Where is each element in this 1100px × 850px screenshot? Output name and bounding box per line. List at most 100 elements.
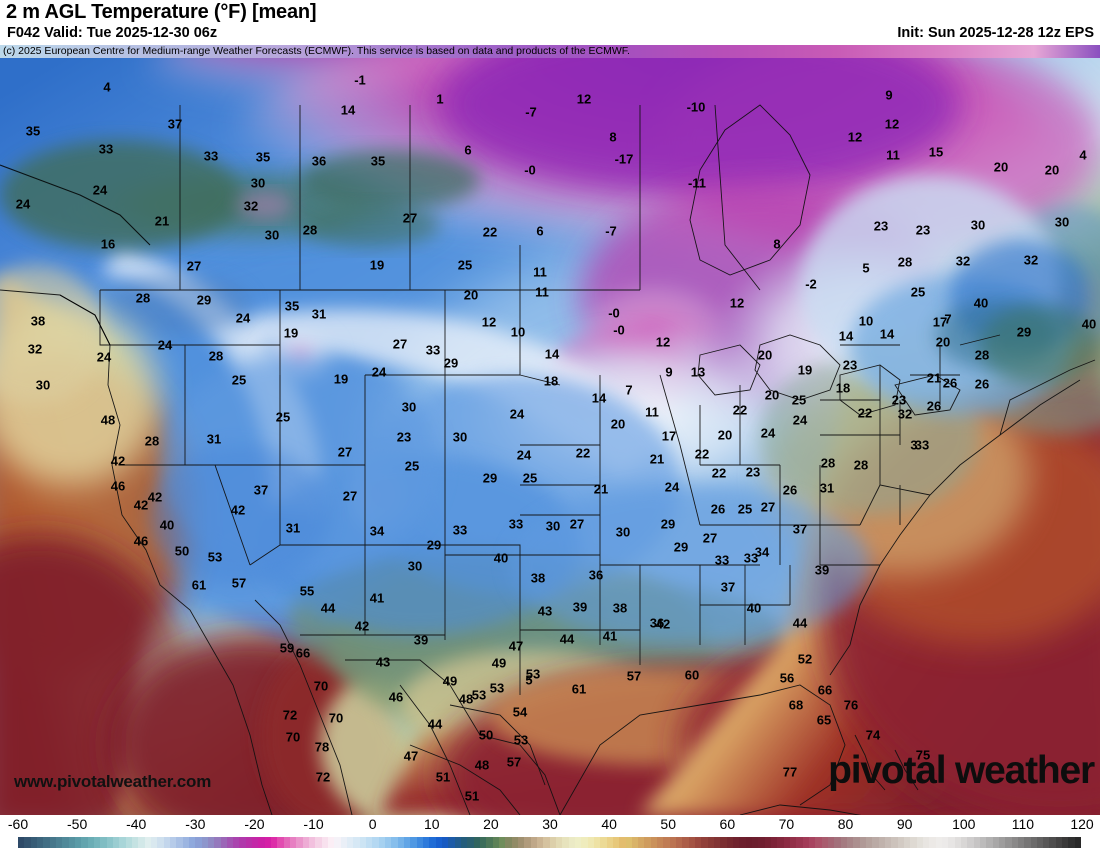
colorbar-swatch — [144, 837, 151, 848]
colorbar-swatch — [809, 837, 816, 848]
colorbar-swatch — [1043, 837, 1050, 848]
colorbar-tick-label: 80 — [837, 816, 854, 832]
colorbar-swatch — [1055, 837, 1063, 848]
colorbar-swatch — [802, 837, 810, 848]
colorbar-swatch — [479, 837, 487, 848]
political-borders — [59, 104, 1096, 815]
colorbar-swatch — [536, 837, 544, 848]
colorbar-swatch — [106, 837, 113, 848]
colorbar-swatch — [264, 837, 272, 848]
colorbar-swatch — [695, 837, 702, 848]
colorbar-swatch — [758, 837, 765, 848]
colorbar-swatch — [24, 837, 31, 848]
colorbar-swatch — [188, 837, 196, 848]
colorbar-swatch — [353, 837, 360, 848]
colorbar-swatch — [960, 837, 968, 848]
colorbar-swatch — [619, 837, 626, 848]
colorbar-swatch — [891, 837, 898, 848]
colorbar-swatch — [486, 837, 493, 848]
colorbar-swatch — [1030, 837, 1037, 848]
colorbar-swatch — [448, 837, 455, 848]
colorbar-tick-label: 20 — [483, 816, 499, 832]
colorbar-swatch — [764, 837, 772, 848]
colorbar-swatch — [347, 837, 354, 848]
colorbar-swatch — [587, 837, 594, 848]
colorbar-swatch — [321, 837, 329, 848]
colorbar-swatch — [492, 837, 499, 848]
colorbar-swatch — [252, 837, 259, 848]
colorbar-tick-label: 10 — [423, 816, 440, 832]
colorbar-swatch — [93, 837, 101, 848]
colorbar-swatch — [429, 837, 436, 848]
colorbar-tick-label: 110 — [1011, 816, 1035, 832]
colorbar-swatch — [366, 837, 373, 848]
colorbar-swatch — [878, 837, 885, 848]
page-title: 2 m AGL Temperature (°F) [mean] — [6, 1, 317, 23]
brand-watermark: pivotal weather — [828, 749, 1095, 792]
colorbar-swatch — [214, 837, 221, 848]
colorbar-swatch — [549, 837, 556, 848]
colorbar-tick-label: 120 — [1070, 816, 1094, 832]
colorbar-swatch — [1011, 837, 1018, 848]
colorbar-swatch — [543, 837, 550, 848]
colorbar-swatch — [650, 837, 658, 848]
colorbar-swatch — [309, 837, 316, 848]
colorbar-swatch — [404, 837, 411, 848]
colorbar-swatch — [707, 837, 715, 848]
colorbar-swatch — [359, 837, 367, 848]
colorbar-swatch — [676, 837, 683, 848]
colorbar-swatch — [638, 837, 645, 848]
colorbar-swatch — [435, 837, 442, 848]
colorbar-tick-label: 60 — [719, 816, 736, 832]
colorbar-tick-label: -40 — [126, 816, 147, 832]
colorbar-swatch — [771, 837, 778, 848]
colorbar-swatch — [226, 837, 234, 848]
colorbar-tick-label: -20 — [244, 816, 265, 832]
colorbar-swatch — [517, 837, 525, 848]
colorbar-swatch — [131, 837, 139, 848]
colorbar-swatch — [884, 837, 892, 848]
colorbar-swatch — [385, 837, 392, 848]
colorbar-swatch — [682, 837, 689, 848]
colorbar-swatch — [176, 837, 183, 848]
coastline — [0, 164, 151, 346]
colorbar-swatch — [340, 837, 348, 848]
colorbar-swatch — [277, 837, 284, 848]
colorbar-tick-label: 0 — [368, 816, 377, 832]
colorbar-swatch — [296, 837, 303, 848]
colorbar-swatch — [182, 837, 189, 848]
colorbar-swatch — [783, 837, 791, 848]
map-raster — [0, 45, 1100, 815]
colorbar-swatch — [581, 837, 588, 848]
colorbar-swatch — [986, 837, 993, 848]
site-url-watermark: www.pivotalweather.com — [14, 772, 212, 791]
colorbar-swatch — [87, 837, 94, 848]
colorbar-swatch — [967, 837, 974, 848]
colorbar-swatch — [271, 837, 278, 848]
temperature-map[interactable]: 4 35 33 37 33 35 36 30 35 32 24 21 30 28 27 22 6 -1 14 1 6 -7… — [0, 45, 1100, 815]
colorbar-swatch — [81, 837, 88, 848]
colorbar-swatch — [846, 837, 854, 848]
colorbar-tick-label: -60 — [7, 816, 29, 832]
colorbar-swatch — [524, 837, 531, 848]
colorbar-swatch — [423, 837, 430, 848]
colorbar-swatch — [74, 837, 82, 848]
colorbar-swatch — [954, 837, 961, 848]
colorbar-swatch — [669, 837, 677, 848]
colorbar-swatch — [530, 837, 537, 848]
colorbar-swatch — [593, 837, 601, 848]
colorbar-tick-label: 30 — [542, 816, 558, 832]
colorbar-swatch — [416, 837, 423, 848]
colorbar-swatch — [644, 837, 651, 848]
colorbar-swatch — [859, 837, 866, 848]
colorbar-swatch — [233, 837, 240, 848]
colorbar-swatch — [36, 837, 44, 848]
colorbar-swatch — [245, 837, 253, 848]
colorbar-swatch — [169, 837, 177, 848]
colorbar-tick-label: 90 — [896, 816, 913, 832]
colorbar-swatch — [258, 837, 265, 848]
colorbar-swatch — [201, 837, 208, 848]
colorbar-swatch — [157, 837, 164, 848]
colorbar-swatch — [872, 837, 879, 848]
